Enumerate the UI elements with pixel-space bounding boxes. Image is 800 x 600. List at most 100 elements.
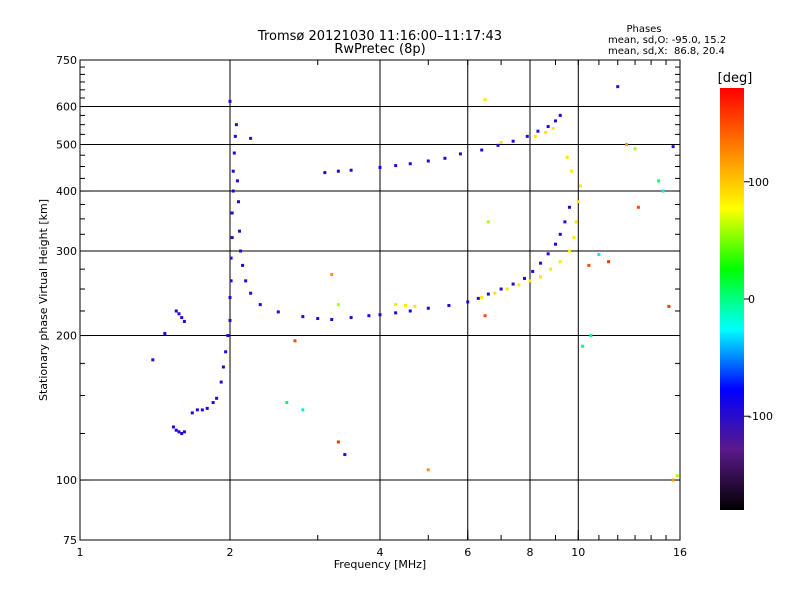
echo-point [174, 309, 178, 313]
echo-point [553, 119, 557, 123]
echo-point [229, 279, 233, 283]
phases-x-stats: mean, sd,X: 86.8, 20.4 [608, 46, 725, 57]
echo-point [587, 263, 591, 267]
x-tick-label: 6 [464, 546, 471, 559]
echo-point [517, 283, 521, 287]
echo-point [476, 296, 480, 300]
colorbar-tick-label: -100 [748, 410, 773, 423]
echo-point [215, 396, 219, 400]
echo-point [426, 306, 430, 310]
echo-point [219, 380, 223, 384]
echo-point [276, 310, 280, 314]
plot-area: 1 2 4 6 8 10 16 75 100 200 300 400 500 600 750 [56, 54, 687, 559]
echo-point [336, 440, 340, 444]
echo-point [426, 468, 430, 472]
colorbar-ticks: 100 0 -100 [744, 176, 773, 423]
echo-point [546, 252, 550, 256]
echo-point [343, 453, 347, 457]
echo-point [447, 303, 451, 307]
echo-point [330, 273, 334, 277]
echo-point [563, 220, 567, 224]
echo-point [174, 428, 178, 432]
echo-point [231, 169, 235, 173]
echo-point [330, 317, 334, 321]
x-tick-label: 8 [527, 546, 534, 559]
echo-point [533, 134, 537, 138]
echo-point [493, 291, 497, 295]
echo-point [316, 317, 320, 321]
y-tick-label: 600 [56, 101, 77, 114]
echo-point [408, 309, 412, 313]
colorbar-tick-label: 0 [748, 293, 755, 306]
echo-point [544, 130, 548, 134]
echo-point [394, 164, 398, 168]
echo-point [565, 155, 569, 159]
echo-point [675, 474, 679, 478]
y-tick-label: 400 [56, 185, 77, 198]
echo-point [301, 408, 305, 412]
echo-point [403, 303, 407, 307]
colorbar-tick-label: 100 [748, 176, 769, 189]
echo-point [236, 200, 240, 204]
echo-point [607, 260, 611, 264]
echo-point [349, 168, 353, 172]
colorbar [720, 88, 744, 510]
echo-point [499, 140, 503, 144]
x-tick-label: 4 [377, 546, 384, 559]
echo-point [523, 276, 527, 280]
echo-point [589, 334, 593, 338]
echo-point [226, 334, 230, 338]
echo-point [235, 179, 239, 183]
echo-point [511, 139, 515, 143]
echo-point [525, 134, 529, 138]
echo-point [367, 314, 371, 318]
echo-point [228, 99, 232, 103]
phases-title: Phases [626, 24, 661, 35]
echo-point [413, 304, 417, 308]
echo-point [553, 242, 557, 246]
echo-point [505, 287, 509, 291]
echo-point [574, 220, 578, 224]
echo-point [336, 169, 340, 173]
echo-point [241, 263, 245, 267]
echo-point [177, 312, 181, 316]
echo-point [180, 432, 184, 436]
y-tick-label: 300 [56, 245, 77, 258]
echo-point [531, 269, 535, 273]
colorbar-label: [deg] [718, 71, 753, 86]
echo-point [458, 152, 462, 156]
echo-points [151, 85, 679, 482]
echo-point [483, 98, 487, 102]
echo-point [671, 145, 675, 149]
y-tick-label: 75 [63, 534, 77, 547]
phases-o-stats: mean, sd,O: -95.0, 15.2 [608, 35, 726, 46]
echo-point [221, 365, 225, 369]
x-tick-label: 16 [673, 546, 687, 559]
echo-point [496, 143, 500, 147]
echo-point [205, 406, 209, 410]
y-tick-label: 500 [56, 139, 77, 152]
echo-point [480, 148, 484, 152]
echo-point [536, 129, 540, 133]
echo-point [211, 401, 215, 405]
echo-point [558, 113, 562, 117]
echo-point [539, 261, 543, 265]
echo-point [558, 232, 562, 236]
echo-point [528, 279, 532, 283]
echo-point [549, 267, 553, 271]
echo-point [249, 291, 253, 295]
echo-point [323, 171, 327, 175]
echo-point [483, 314, 487, 318]
echo-point [171, 425, 175, 429]
echo-point [190, 411, 194, 415]
x-tick-label: 2 [227, 546, 234, 559]
echo-point [182, 319, 186, 323]
y-tick-label: 200 [56, 330, 77, 343]
echo-point [229, 256, 233, 260]
echo-point [233, 134, 237, 138]
echo-point [567, 205, 571, 209]
echo-point [578, 184, 582, 188]
x-axis-ticks: 1 2 4 6 8 10 16 [77, 60, 687, 559]
echo-point [581, 344, 585, 348]
y-tick-label: 100 [56, 474, 77, 487]
